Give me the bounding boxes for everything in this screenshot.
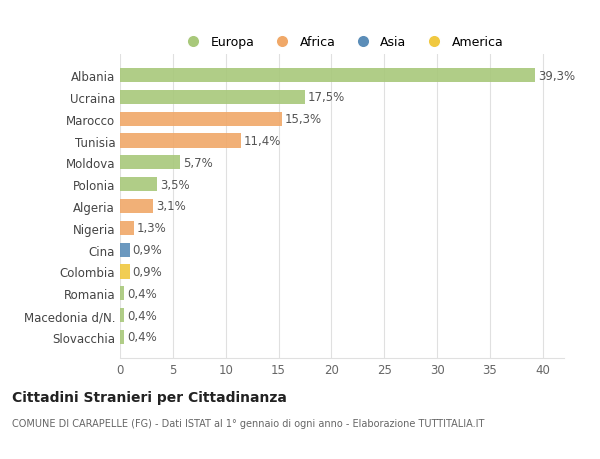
- Bar: [120, 265, 130, 279]
- Bar: [120, 69, 535, 83]
- Text: 0,4%: 0,4%: [127, 287, 157, 300]
- Bar: [120, 156, 180, 170]
- Bar: [120, 243, 130, 257]
- Text: 0,4%: 0,4%: [127, 330, 157, 344]
- Bar: [120, 221, 134, 235]
- Text: 15,3%: 15,3%: [285, 113, 322, 126]
- Text: 1,3%: 1,3%: [137, 222, 167, 235]
- Bar: [120, 178, 157, 192]
- Bar: [120, 308, 124, 323]
- Text: 5,7%: 5,7%: [184, 157, 213, 169]
- Text: 11,4%: 11,4%: [244, 135, 281, 148]
- Text: Cittadini Stranieri per Cittadinanza: Cittadini Stranieri per Cittadinanza: [12, 390, 287, 404]
- Text: 17,5%: 17,5%: [308, 91, 346, 104]
- Text: 39,3%: 39,3%: [539, 69, 576, 83]
- Text: 3,5%: 3,5%: [160, 178, 190, 191]
- Text: 0,9%: 0,9%: [133, 244, 163, 257]
- Bar: [120, 112, 282, 127]
- Bar: [120, 330, 124, 344]
- Text: COMUNE DI CARAPELLE (FG) - Dati ISTAT al 1° gennaio di ogni anno - Elaborazione : COMUNE DI CARAPELLE (FG) - Dati ISTAT al…: [12, 418, 484, 428]
- Text: 0,4%: 0,4%: [127, 309, 157, 322]
- Bar: [120, 90, 305, 105]
- Text: 3,1%: 3,1%: [156, 200, 185, 213]
- Bar: [120, 200, 153, 213]
- Bar: [120, 286, 124, 301]
- Legend: Europa, Africa, Asia, America: Europa, Africa, Asia, America: [176, 31, 508, 54]
- Text: 0,9%: 0,9%: [133, 265, 163, 278]
- Bar: [120, 134, 241, 148]
